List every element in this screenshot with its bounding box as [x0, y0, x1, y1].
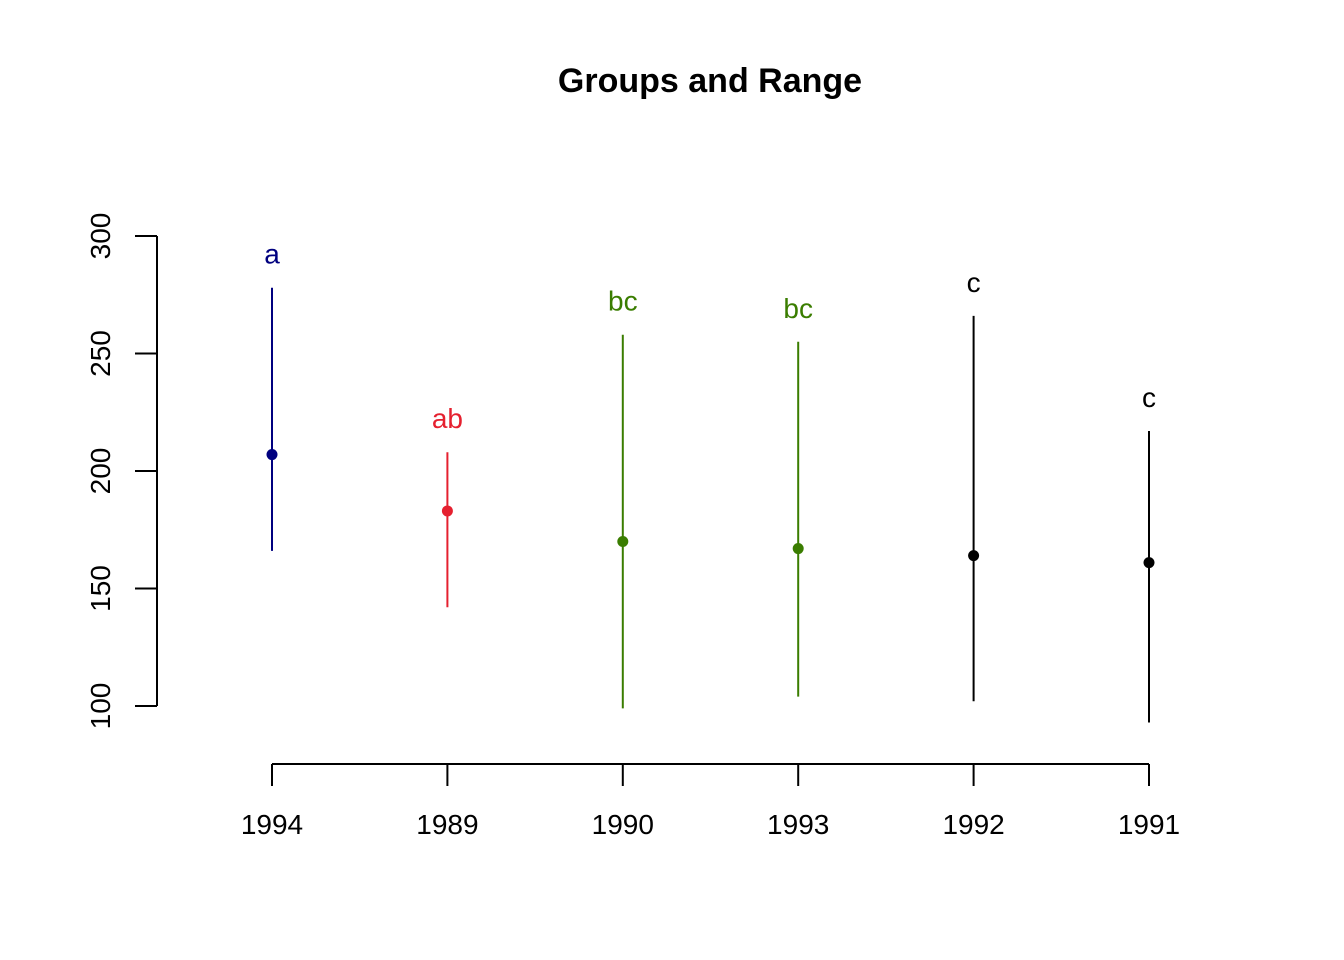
- mean-point: [617, 536, 629, 547]
- y-axis: 100 150 200 250 300: [85, 213, 158, 730]
- x-tick-label: 1990: [592, 809, 654, 840]
- y-tick-label: 100: [85, 683, 116, 730]
- x-tick-label: 1991: [1118, 809, 1180, 840]
- y-tick-label: 200: [85, 448, 116, 495]
- mean-point: [1143, 557, 1155, 569]
- group-letter-label: bc: [783, 293, 813, 324]
- x-tick-label: 1992: [942, 809, 1004, 840]
- group-letter-label: c: [967, 267, 981, 298]
- x-axis: 1994 1989 1990 1993 1992 1991: [241, 763, 1180, 840]
- x-tick-label: 1989: [416, 809, 478, 840]
- mean-point: [441, 505, 453, 517]
- y-tick-label: 150: [85, 565, 116, 612]
- plot-marks: a ab bc bc c c: [264, 239, 1156, 723]
- y-tick-label: 250: [85, 330, 116, 377]
- group-letter-label: c: [1142, 382, 1156, 413]
- group-letter-label: ab: [432, 403, 463, 434]
- group-letter-label: a: [264, 239, 280, 270]
- y-tick-label: 300: [85, 213, 116, 260]
- mean-point: [792, 543, 804, 555]
- mean-point: [266, 449, 278, 461]
- mean-point: [968, 550, 980, 562]
- x-tick-label: 1994: [241, 809, 303, 840]
- x-tick-label: 1993: [767, 809, 829, 840]
- group-letter-label: bc: [608, 286, 638, 317]
- chart-title: Groups and Range: [558, 62, 862, 100]
